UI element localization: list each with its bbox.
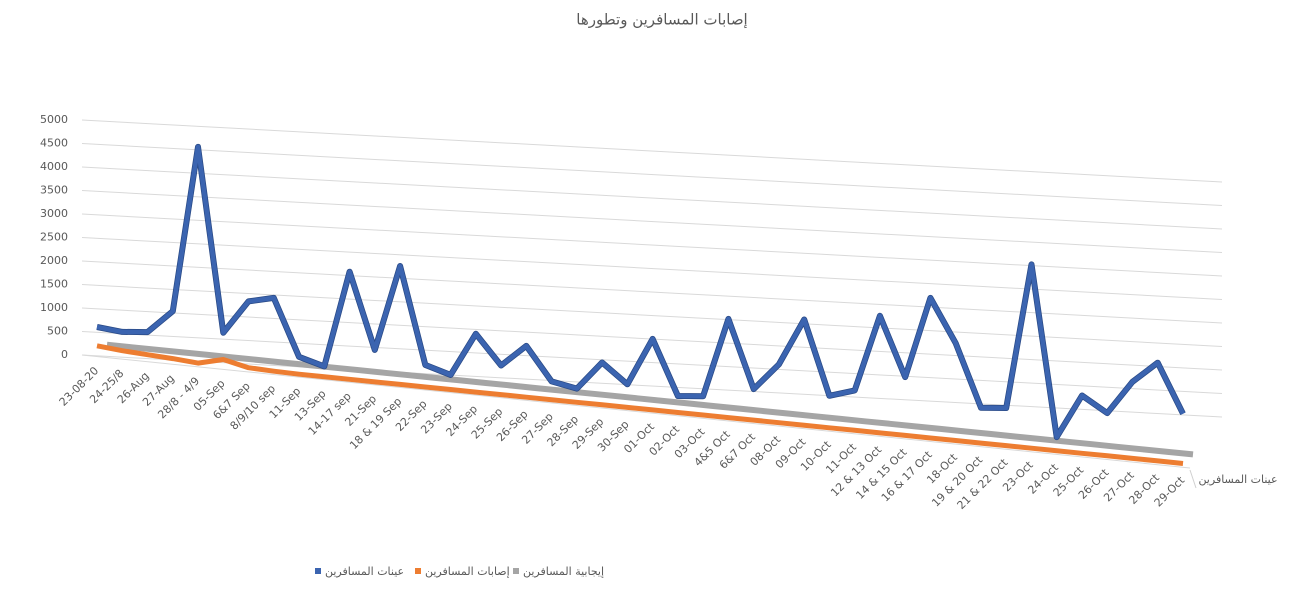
grid-line <box>81 284 1223 347</box>
y-tick-label: 0 <box>61 348 68 361</box>
grid-line <box>81 331 1223 394</box>
legend-swatch <box>415 568 421 574</box>
grid-line <box>81 354 1223 418</box>
legend-swatch <box>513 568 519 574</box>
legend-label: إصابات المسافرين <box>425 565 510 578</box>
legend-label: عينات المسافرين <box>325 565 404 578</box>
legend-swatch <box>315 568 321 574</box>
series-line <box>106 341 1194 458</box>
grid-line <box>81 166 1223 230</box>
legend-label: إيجابية المسافرين <box>523 565 604 578</box>
y-tick-label: 1000 <box>40 301 68 314</box>
depth-axis-label: عينات المسافرين <box>1198 473 1277 486</box>
floor-edge <box>81 354 1191 469</box>
grid-line <box>81 143 1223 206</box>
y-tick-label: 3500 <box>40 184 68 197</box>
grid-line <box>81 260 1223 324</box>
y-tick-label: 1500 <box>40 278 68 291</box>
y-tick-label: 4000 <box>40 160 68 173</box>
depth-axis <box>1189 469 1197 489</box>
y-tick-label: 2000 <box>40 254 68 267</box>
series-line <box>96 144 1186 440</box>
grid-line <box>81 213 1223 277</box>
y-tick-label: 3000 <box>40 207 68 220</box>
y-tick-label: 2500 <box>40 231 68 244</box>
chart-title: إصابات المسافرين وتطورها <box>576 11 747 29</box>
y-tick-label: 4500 <box>40 137 68 150</box>
y-tick-label: 5000 <box>40 113 68 126</box>
y-tick-label: 500 <box>47 325 68 338</box>
grid-line <box>81 119 1223 183</box>
grid-line <box>81 237 1223 300</box>
series-line <box>96 343 1184 466</box>
grid-line <box>81 190 1223 253</box>
